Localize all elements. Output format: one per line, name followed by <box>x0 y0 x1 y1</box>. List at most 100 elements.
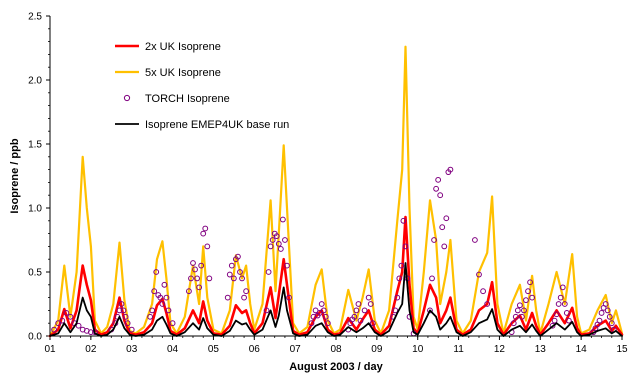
torch-data-point <box>147 313 154 320</box>
torch-data-point <box>188 275 194 282</box>
torch-data-point <box>480 288 486 295</box>
x-tick-label: 13 <box>535 344 547 355</box>
torch-data-point <box>361 307 368 314</box>
torch-data-point <box>367 301 374 307</box>
torch-data-point <box>427 307 433 314</box>
legend-label-2x-uk-isoprene: 2x UK Isoprene <box>145 41 221 53</box>
torch-data-point <box>439 224 446 231</box>
y-tick-label: 0.5 <box>28 268 42 279</box>
x-tick-label: 01 <box>44 344 56 355</box>
torch-data-point <box>324 320 331 327</box>
torch-data-point <box>322 313 329 320</box>
torch-data-point <box>192 266 198 273</box>
torch-data-point <box>277 246 284 252</box>
torch-data-point <box>431 237 437 243</box>
torch-data-point <box>608 320 615 327</box>
torch-data-point <box>204 243 211 250</box>
x-tick-label: 11 <box>453 344 464 355</box>
torch-data-point <box>563 310 570 316</box>
y-tick-label: 1.0 <box>28 204 42 215</box>
torch-data-point <box>365 294 372 301</box>
torch-data-point <box>263 307 270 314</box>
torch-data-point <box>67 313 74 320</box>
torch-data-point <box>196 284 203 291</box>
axis-ticks-group <box>46 15 623 340</box>
torch-data-point <box>190 260 196 266</box>
torch-data-point <box>512 313 519 320</box>
torch-data-point <box>561 301 568 307</box>
torch-data-point <box>598 310 605 316</box>
x-tick-label: 02 <box>85 344 97 355</box>
torch-data-point <box>228 262 235 269</box>
x-tick-label: 15 <box>616 344 628 355</box>
y-tick-label: 2.0 <box>28 76 42 87</box>
torch-data-point <box>604 307 611 314</box>
x-tick-label: 14 <box>576 344 588 355</box>
torch-data-point <box>198 262 205 269</box>
torch-data-point <box>557 294 564 301</box>
torch-data-point <box>241 294 247 301</box>
torch-data-point <box>559 284 566 291</box>
torch-data-point <box>549 322 556 329</box>
torch-data-point <box>516 302 523 309</box>
torch-data-point <box>286 294 292 301</box>
torch-data-point <box>151 288 158 295</box>
torch-data-point <box>116 307 123 314</box>
torch-data-point <box>441 243 448 250</box>
torch-data-point <box>394 294 401 301</box>
x-axis-title: August 2003 / day <box>289 361 383 373</box>
torch-data-point <box>355 301 362 307</box>
torch-data-point <box>308 320 315 327</box>
torch-data-point <box>235 253 241 260</box>
torch-data-point <box>353 307 360 314</box>
x-tick-label: 04 <box>167 344 179 355</box>
torch-data-point <box>402 243 409 250</box>
y-axis-title: Isoprene / ppb <box>9 138 21 213</box>
torch-data-point <box>606 313 613 320</box>
legend-label-isoprene-emep4uk-base-run: Isoprene EMEP4UK base run <box>145 119 289 131</box>
torch-data-point <box>159 301 166 307</box>
torch-data-point <box>186 288 192 295</box>
torch-data-point <box>55 320 62 327</box>
torch-data-point <box>149 307 156 314</box>
torch-data-point <box>59 317 66 324</box>
torch-data-point <box>226 271 233 278</box>
torch-data-point <box>429 275 435 282</box>
torch-data-point <box>265 269 272 275</box>
torch-data-point <box>555 301 562 307</box>
torch-data-point <box>437 192 444 199</box>
torch-data-point <box>400 217 407 224</box>
torch-data-point <box>273 233 280 240</box>
x-tick-label: 03 <box>126 344 138 355</box>
torch-data-point <box>202 225 209 232</box>
torch-data-point <box>153 269 160 275</box>
torch-data-point <box>484 301 491 307</box>
torch-data-point <box>357 317 364 324</box>
torch-data-point <box>230 275 237 282</box>
x-tick-label: 09 <box>371 344 383 355</box>
torch-data-point <box>398 262 405 269</box>
torch-data-point <box>514 307 521 314</box>
torch-data-point <box>63 310 70 316</box>
torch-data-point <box>157 294 164 301</box>
x-tick-label: 05 <box>208 344 220 355</box>
torch-data-point <box>165 307 172 314</box>
torch-data-point <box>279 216 286 223</box>
x-tick-label: 12 <box>494 344 506 355</box>
torch-data-point <box>472 237 478 243</box>
legend-label-torch-isoprene: TORCH Isoprene <box>145 93 230 105</box>
torch-data-point <box>435 176 442 183</box>
torch-data-point <box>527 279 533 286</box>
torch-data-point <box>75 322 82 329</box>
legend-label-5x-uk-isoprene: 5x UK Isoprene <box>145 67 221 79</box>
torch-data-point <box>163 294 170 301</box>
torch-data-point <box>553 311 560 318</box>
torch-data-point <box>206 275 213 282</box>
torch-data-point <box>275 240 282 247</box>
torch-data-point <box>551 317 558 324</box>
torch-data-point <box>224 294 231 301</box>
x-tick-label: 08 <box>330 344 342 355</box>
torch-data-point <box>161 281 168 288</box>
torch-data-point <box>269 237 276 243</box>
